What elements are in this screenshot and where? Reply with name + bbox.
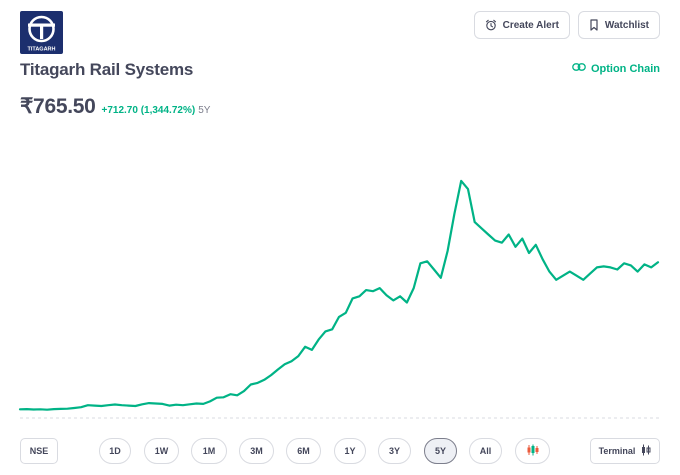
candlestick-icon — [641, 444, 651, 458]
bookmark-icon — [589, 19, 599, 31]
range-6m[interactable]: 6M — [286, 438, 321, 464]
option-chain-label: Option Chain — [590, 62, 660, 75]
logo-text: TITAGARH — [27, 47, 55, 53]
create-alert-button[interactable]: Create Alert — [473, 11, 570, 39]
stock-name: Titagarh Rail Systems — [20, 60, 194, 79]
option-chain-link[interactable]: Option Chain — [572, 62, 660, 75]
create-alert-label: Create Alert — [502, 19, 559, 31]
range-1m[interactable]: 1M — [191, 438, 227, 464]
watchlist-label: Watchlist — [604, 19, 649, 31]
price-change: +712.70 (1,344.72%) — [101, 105, 196, 116]
range-all[interactable]: All — [469, 438, 502, 464]
current-price: ₹765.50 — [20, 95, 96, 118]
candlestick-icon — [526, 444, 540, 458]
price-line — [18, 179, 660, 411]
watchlist-button[interactable]: Watchlist — [577, 11, 660, 39]
chart-controls: NSE 1D 1W 1M 3M 6M 1Y 3Y 5Y All Terminal — [0, 438, 680, 464]
company-logo: TITAGARH — [20, 11, 63, 54]
exchange-selector[interactable]: NSE — [20, 438, 58, 464]
chart-type-button[interactable] — [515, 438, 550, 464]
link-icon — [572, 62, 586, 75]
range-5y[interactable]: 5Y — [424, 438, 457, 464]
range-1y[interactable]: 1Y — [334, 438, 366, 464]
change-period: 5Y — [198, 105, 211, 116]
terminal-button[interactable]: Terminal — [590, 438, 660, 464]
range-1w[interactable]: 1W — [144, 438, 179, 464]
terminal-label: Terminal — [598, 446, 636, 456]
range-3y[interactable]: 3Y — [378, 438, 411, 464]
range-3m[interactable]: 3M — [239, 438, 274, 464]
alarm-clock-icon — [485, 19, 497, 31]
range-1d[interactable]: 1D — [99, 438, 131, 464]
price-chart[interactable] — [0, 130, 680, 430]
